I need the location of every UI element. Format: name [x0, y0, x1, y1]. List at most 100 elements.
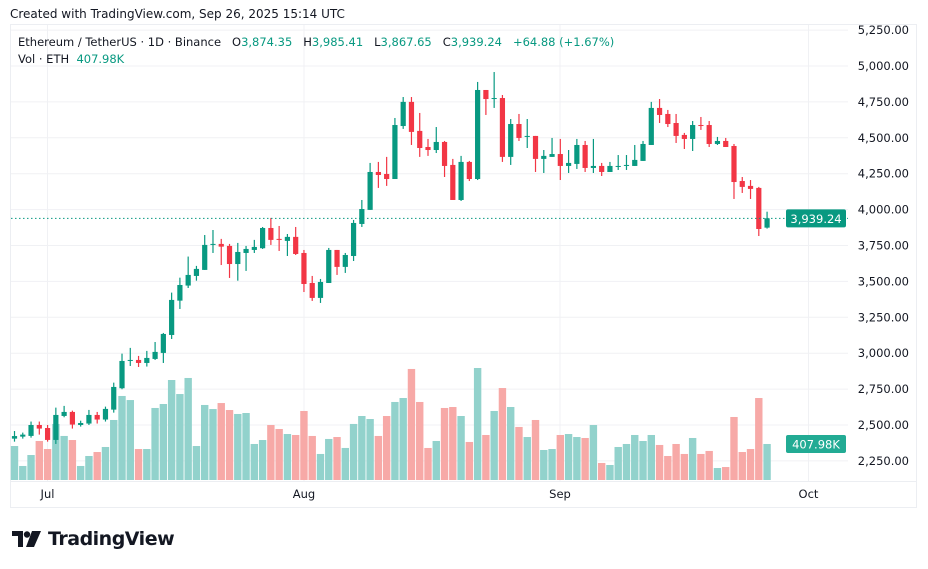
volume-bar: [540, 449, 548, 480]
tradingview-logo-icon: [12, 531, 41, 547]
volume-bar: [407, 368, 416, 480]
candle-body: [276, 238, 282, 240]
candle-body: [499, 98, 506, 157]
candle-body: [293, 236, 299, 254]
volume-bar: [713, 467, 722, 480]
created-with-caption: Created with TradingView.com, Sep 26, 20…: [10, 7, 345, 21]
symbol-title[interactable]: Ethereum / TetherUS · 1D · Binance: [18, 35, 222, 49]
open-label: O: [232, 35, 242, 49]
volume-bar: [432, 440, 440, 480]
candle-body: [632, 159, 638, 166]
candle-body: [218, 243, 224, 247]
volume-bar: [85, 455, 93, 480]
volume-bar: [76, 465, 85, 480]
volume-bar: [60, 435, 68, 480]
volume-bar: [573, 437, 581, 480]
volume-bar: [556, 434, 565, 480]
candle: [127, 347, 133, 366]
candle: [483, 89, 489, 115]
candle: [747, 180, 754, 199]
price-axis-label: 3,000.00: [858, 346, 909, 360]
candle-body: [756, 187, 762, 229]
volume-bar: [473, 367, 482, 480]
candle-body: [169, 299, 175, 335]
candle: [268, 217, 274, 245]
volume-bar: [655, 444, 664, 480]
candle-body: [690, 125, 696, 139]
volume-bar: [201, 404, 209, 480]
volume-bar: [457, 416, 465, 480]
candle-body: [119, 360, 125, 389]
candle: [367, 162, 373, 210]
volume-bar: [291, 434, 300, 480]
candle: [210, 229, 216, 253]
candle-body: [185, 274, 191, 286]
candle: [235, 242, 241, 281]
candle: [301, 249, 307, 293]
candle-body: [359, 209, 365, 224]
candle-body: [739, 181, 745, 187]
candle: [466, 160, 472, 182]
candle: [169, 292, 175, 339]
candle: [739, 177, 745, 193]
volume-bar: [440, 407, 449, 480]
volume-bar: [746, 449, 755, 480]
volume-bar: [192, 446, 201, 480]
candle-body: [384, 173, 390, 180]
candle: [756, 186, 762, 237]
volume-bar: [523, 437, 531, 480]
volume-bar: [416, 401, 424, 480]
candle: [28, 421, 34, 438]
volume-bar: [647, 434, 655, 480]
volume-bar: [110, 419, 118, 480]
volume-bar: [589, 425, 598, 480]
candle: [243, 245, 249, 271]
candle-body: [714, 140, 721, 144]
volume-bar: [482, 434, 490, 480]
candle: [565, 150, 572, 173]
last-volume-badge: [786, 434, 846, 453]
candle-body: [28, 425, 34, 436]
price-axis-label: 3,250.00: [858, 310, 909, 324]
volume-bar: [184, 377, 192, 480]
candle-body: [317, 281, 324, 298]
candle-body: [375, 171, 381, 175]
candle-body: [334, 249, 340, 267]
candle-body: [565, 162, 572, 166]
candle: [516, 113, 522, 141]
candle-body: [135, 359, 142, 363]
volume-bar: [763, 443, 771, 480]
candle: [309, 275, 315, 301]
candle-body: [226, 245, 233, 265]
price-axis-label: 4,000.00: [858, 203, 909, 217]
candle: [400, 97, 406, 129]
candle-body: [202, 244, 208, 270]
volume-bar: [507, 407, 515, 480]
volume-bar: [382, 416, 391, 480]
candle: [764, 211, 770, 229]
ohlc-row: Ethereum / TetherUS · 1D · Binance O3,87…: [18, 34, 614, 51]
volume-bar: [126, 400, 134, 480]
candle-body: [20, 434, 26, 437]
candle: [475, 81, 481, 181]
candle: [94, 411, 100, 424]
volume-label[interactable]: Vol · ETH: [18, 52, 70, 66]
candle-body: [615, 165, 621, 167]
volume-bar: [631, 434, 639, 480]
candle: [450, 158, 456, 200]
candle: [293, 226, 299, 255]
tradingview-logo[interactable]: TradingView: [12, 528, 175, 550]
volume-bar: [258, 440, 267, 480]
volume-bar: [680, 453, 689, 480]
volume-bar: [27, 455, 35, 480]
volume-bar: [275, 428, 283, 480]
candle: [532, 135, 539, 172]
last-price-badge: [786, 209, 846, 228]
volume-bar: [697, 453, 705, 480]
volume-bar: [738, 452, 746, 480]
candle: [656, 99, 663, 124]
candle-body: [243, 248, 249, 253]
candle-body: [524, 135, 530, 137]
candle: [491, 72, 497, 108]
